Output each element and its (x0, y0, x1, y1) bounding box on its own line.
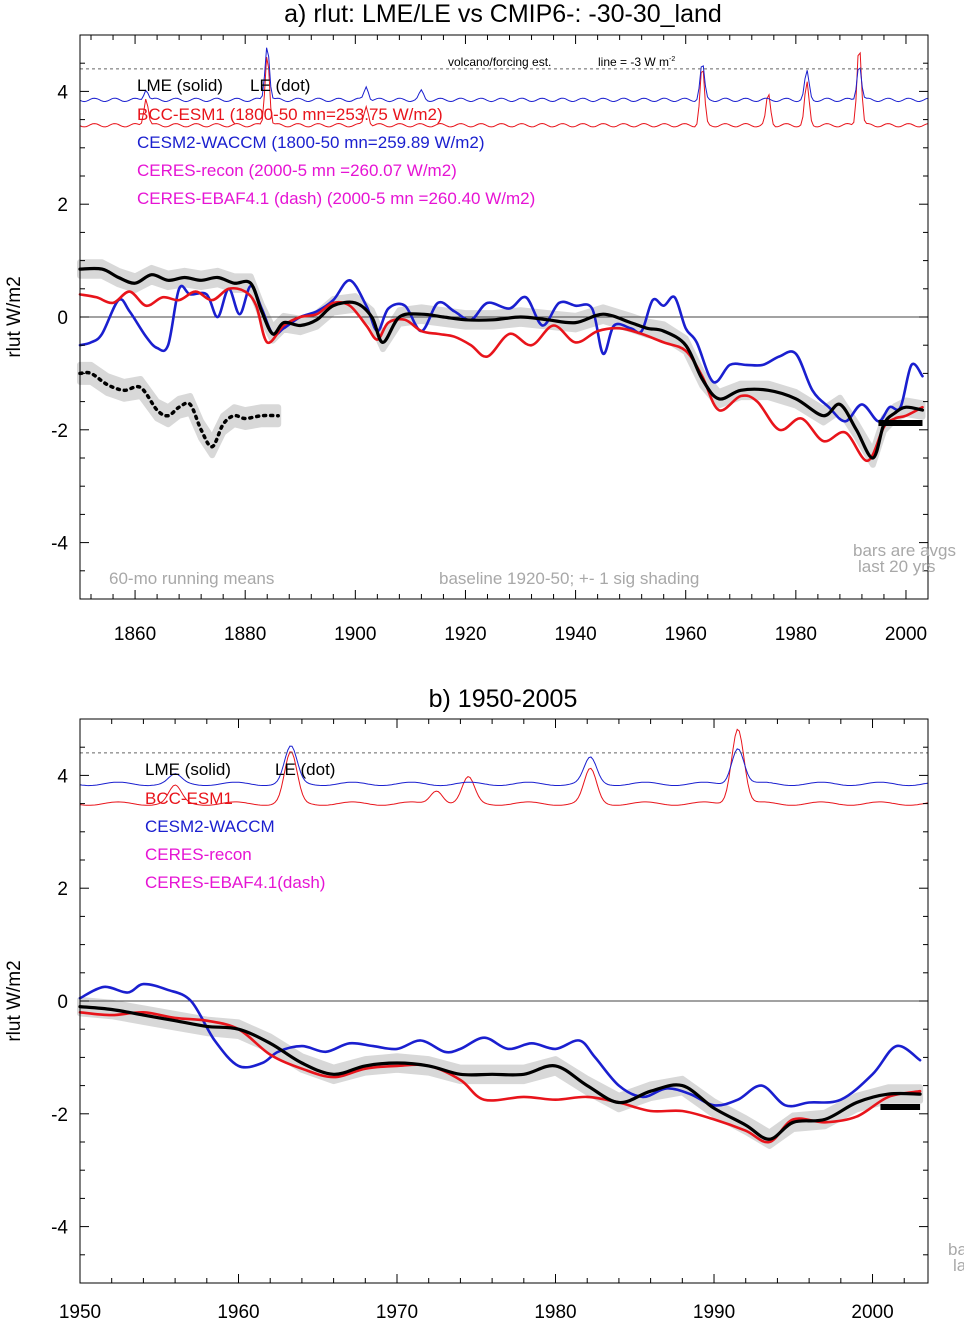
panel-b-title: b) 1950-2005 (429, 685, 578, 713)
x-tick-label: 1900 (334, 624, 376, 645)
y-tick-label: -2 (51, 421, 68, 442)
legend-cesm2: CESM2-WACCM (145, 817, 275, 836)
x-tick-label: 1980 (534, 1302, 576, 1323)
sigma-band (77, 361, 282, 459)
baseline-note: baseline 1920-50; +- 1 sig shading (439, 569, 699, 588)
volcano-label: volcano/forcing est. (448, 55, 551, 69)
bars-note-line1: ba (948, 1240, 964, 1259)
bars-note-line1: bars are avgs (853, 541, 956, 560)
x-tick-label: 1860 (114, 624, 156, 645)
panel-b-series (78, 982, 922, 1144)
panel-a-forcing-lines (79, 47, 929, 128)
x-tick-label: 1940 (554, 624, 596, 645)
x-tick-label: 1960 (665, 624, 707, 645)
y-tick-label: 0 (57, 992, 68, 1013)
panel-b-ticks: -4 -2 0 2 4 1950 1960 1970 1980 1990 2000 (51, 718, 928, 1323)
series-line-cesm2-waccm (78, 279, 924, 423)
legend-lme: LME (solid) (137, 76, 223, 95)
y-tick-label: 2 (57, 879, 68, 900)
y-tick-label: 4 (57, 766, 68, 787)
panel-b-forcing-lines (79, 728, 929, 806)
panel-b-ylabel: rlut W/m2 (4, 960, 25, 1041)
x-tick-label: 1970 (376, 1302, 418, 1323)
line-label: line = -3 W m-2 (598, 55, 675, 69)
panel-a-title: a) rlut: LME/LE vs CMIP6-: -30-30_land (284, 0, 722, 28)
legend-ceres-ebaf: CERES-EBAF4.1(dash) (145, 873, 325, 892)
series-line-cesm2-waccm (78, 982, 922, 1108)
panel-a: a) rlut: LME/LE vs CMIP6-: -30-30_land -… (4, 0, 956, 645)
legend-lme: LME (solid) (145, 760, 231, 779)
x-tick-label: 1980 (775, 624, 817, 645)
x-tick-label: 1990 (693, 1302, 735, 1323)
y-tick-label: -2 (51, 1105, 68, 1126)
forcing-line-cesm2 (79, 47, 929, 103)
x-tick-label: 1920 (444, 624, 486, 645)
y-tick-label: 2 (57, 195, 68, 216)
forcing-line-cesm2 (79, 745, 929, 787)
x-tick-label: 1960 (217, 1302, 259, 1323)
x-tick-label: 2000 (851, 1302, 893, 1323)
legend-le: LE (dot) (250, 76, 310, 95)
panel-a-sigma-shading (77, 259, 926, 468)
panel-a-legend: LME (solid) LE (dot) BCC-ESM1 (1800-50 m… (137, 76, 535, 208)
panel-b-legend: LME (solid) LE (dot) BCC-ESM1 CESM2-WACC… (145, 760, 335, 892)
series-line-lme-solid (78, 266, 925, 460)
x-tick-label: 2000 (885, 624, 927, 645)
y-tick-label: 4 (57, 82, 68, 103)
panel-a-ticks: -4 -2 0 2 4 1860 1880 1900 1920 1940 1960 1980 2000 (51, 34, 929, 645)
legend-ceres-recon: CERES-recon (2000-5 mn =260.07 W/m2) (137, 161, 457, 180)
y-tick-label: 0 (57, 308, 68, 329)
x-tick-label: 1950 (59, 1302, 101, 1323)
series-line-le-dot (78, 370, 280, 449)
y-tick-label: -4 (51, 1218, 68, 1239)
series-line-bcc-esm1 (78, 286, 924, 463)
series-line-lme-solid (78, 1005, 922, 1141)
panel-b: b) 1950-2005 -4 -2 0 2 4 1950 1960 1970 1980 1990… (4, 685, 964, 1323)
legend-ceres-recon: CERES-recon (145, 845, 252, 864)
x-tick-label: 1880 (224, 624, 266, 645)
panel-a-series (78, 266, 925, 463)
forcing-line-bcc (79, 728, 929, 806)
running-means-note: 60-mo running means (109, 569, 274, 588)
panel-a-ylabel: rlut W/m2 (4, 276, 25, 357)
legend-ceres-ebaf: CERES-EBAF4.1 (dash) (2000-5 mn =260.40 … (137, 189, 535, 208)
bars-note-line2: last 20 yrs (858, 557, 935, 576)
legend-le: LE (dot) (275, 760, 335, 779)
legend-bcc: BCC-ESM1 (1800-50 mn=253.75 W/m2) (137, 105, 443, 124)
legend-cesm2: CESM2-WACCM (1800-50 mn=259.89 W/m2) (137, 133, 485, 152)
bars-note-line2: la (953, 1256, 964, 1275)
legend-bcc: BCC-ESM1 (145, 789, 233, 808)
y-tick-label: -4 (51, 534, 68, 555)
forcing-line-bcc (79, 51, 929, 128)
